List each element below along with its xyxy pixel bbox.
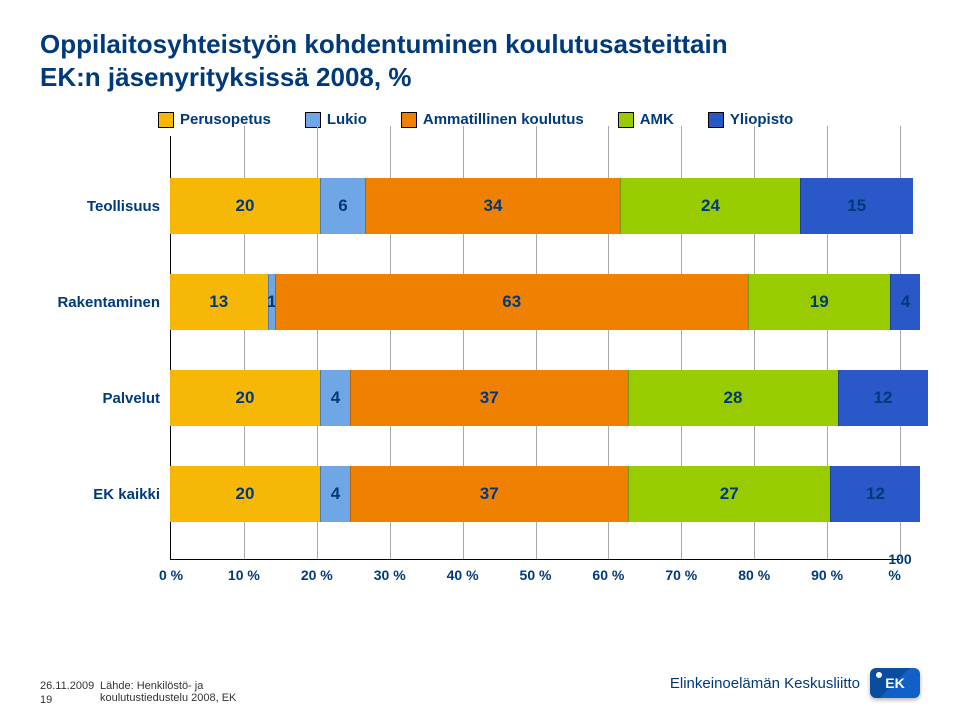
x-tick-label: 70 % [665,567,697,583]
legend-item: AMK [618,111,674,128]
bar: 206342415 [170,178,920,234]
brand-logo-text: EK [885,675,904,691]
bar-segment: 4 [890,274,920,330]
legend-swatch [305,112,321,128]
footer-page: 19 [40,694,94,706]
bar-segment: 13 [170,274,268,330]
bar-segment: 28 [628,370,838,426]
x-tick-label: 30 % [374,567,406,583]
chart: 0 % 10 % 20 % 30 % 40 % 50 % 60 % 70 % 80 % 90 % 1… [40,136,920,596]
brand-logo: EK [870,668,920,698]
legend-item: Perusopetus [158,111,271,128]
category-label: Palvelut [40,390,170,407]
chart-row: EK kaikki204372712 [40,466,920,522]
bar-segment: 4 [320,370,350,426]
legend-swatch [618,112,634,128]
title-line1: Oppilaitosyhteistyön kohdentuminen koulu… [40,29,728,59]
bar-segment: 34 [365,178,620,234]
bar-segment: 4 [320,466,350,522]
legend: Perusopetus Lukio Ammatillinen koulutus AMK… [158,111,920,128]
legend-label: Yliopisto [730,111,793,128]
bar: 204372712 [170,466,920,522]
category-label: Rakentaminen [40,294,170,311]
bar-segment: 27 [628,466,831,522]
legend-swatch [708,112,724,128]
chart-row: Teollisuus206342415 [40,178,920,234]
x-tick-label: 60 % [592,567,624,583]
bar-segment: 20 [170,466,320,522]
legend-label: Ammatillinen koulutus [423,111,584,128]
footer-source1: Lähde: Henkilöstö- ja [100,680,203,692]
x-tick-label: 0 % [159,567,183,583]
footer: 26.11.2009 19 Lähde: Henkilöstö- ja koul… [40,680,94,706]
bar-segment: 6 [320,178,365,234]
legend-swatch [158,112,174,128]
bar-segment: 19 [748,274,891,330]
x-tick-label: 100 % [888,551,911,583]
bar-segment: 12 [838,370,928,426]
bar-segment: 20 [170,178,320,234]
legend-label: Perusopetus [180,111,271,128]
category-label: Teollisuus [40,198,170,215]
x-tick-label: 90 % [811,567,843,583]
bar-segment: 24 [620,178,800,234]
bar: 204372812 [170,370,920,426]
slide-title: Oppilaitosyhteistyön kohdentuminen koulu… [40,28,920,93]
x-tick-label: 40 % [447,567,479,583]
footer-source2: koulutustiedustelu 2008, EK [100,692,236,704]
chart-row: Rakentaminen13163194 [40,274,920,330]
title-line2: EK:n jäsenyrityksissä 2008, % [40,62,411,92]
legend-swatch [401,112,417,128]
brand-text: Elinkeinoelämän Keskusliitto [670,675,860,692]
legend-item: Ammatillinen koulutus [401,111,584,128]
category-label: EK kaikki [40,486,170,503]
legend-item: Yliopisto [708,111,793,128]
legend-item: Lukio [305,111,367,128]
bar-segment: 37 [350,466,628,522]
x-tick-label: 80 % [738,567,770,583]
bar-segment: 1 [268,274,276,330]
bar-segment: 37 [350,370,628,426]
chart-row: Palvelut204372812 [40,370,920,426]
bar-segment: 15 [800,178,913,234]
x-tick-label: 50 % [520,567,552,583]
bar: 13163194 [170,274,920,330]
legend-label: Lukio [327,111,367,128]
x-tick-label: 10 % [228,567,260,583]
footer-date: 26.11.2009 [40,680,94,692]
bar-segment: 12 [830,466,920,522]
brand: Elinkeinoelämän Keskusliitto EK [670,668,920,698]
legend-label: AMK [640,111,674,128]
x-tick-label: 20 % [301,567,333,583]
bar-segment: 63 [275,274,748,330]
bar-segment: 20 [170,370,320,426]
